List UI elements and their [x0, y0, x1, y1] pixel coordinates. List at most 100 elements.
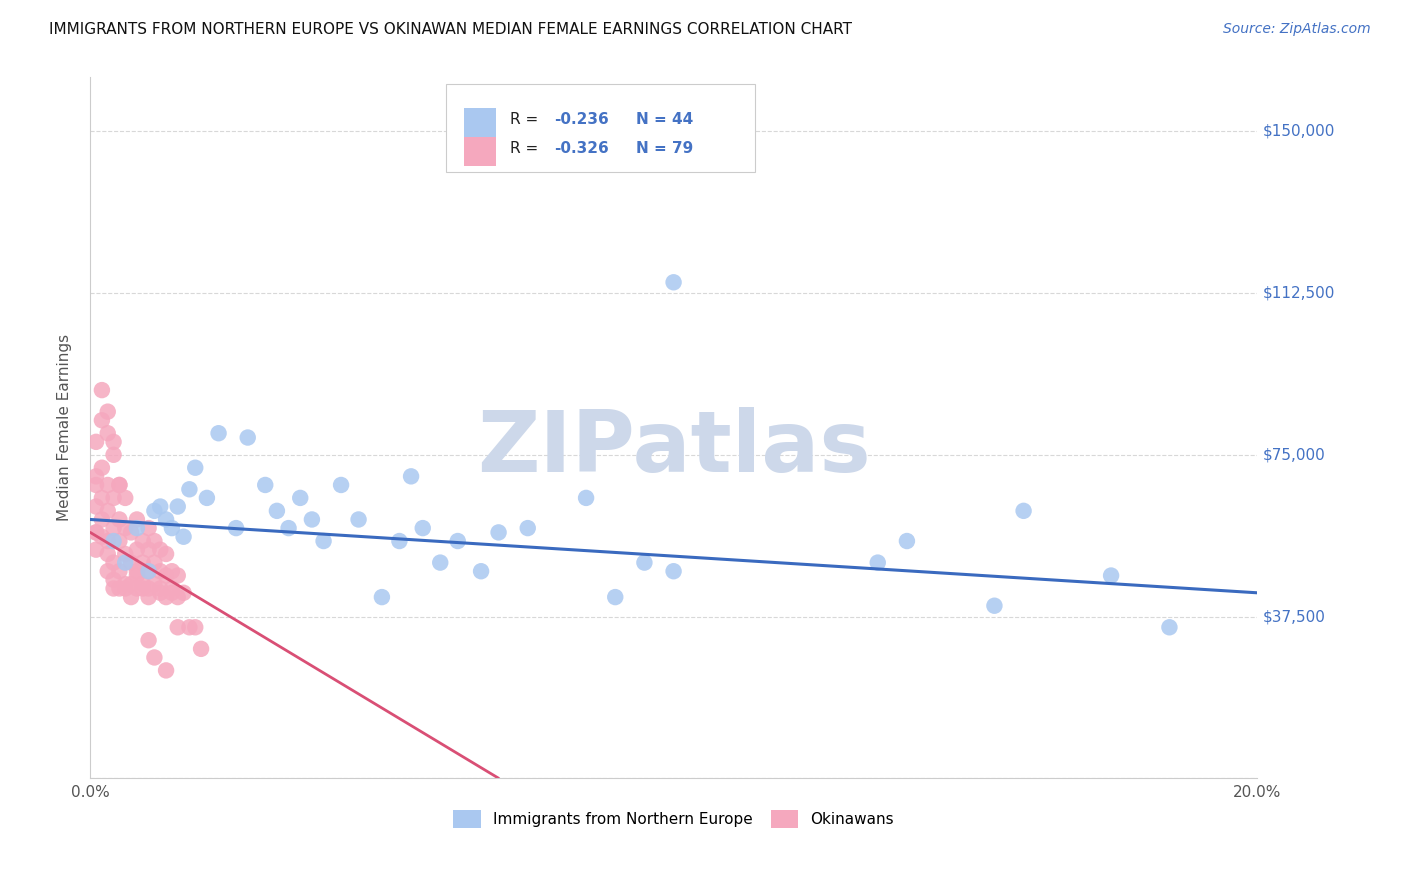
Text: Source: ZipAtlas.com: Source: ZipAtlas.com	[1223, 22, 1371, 37]
Point	[662, 564, 685, 578]
Point	[114, 556, 136, 570]
Point	[155, 547, 177, 561]
Point	[90, 491, 112, 505]
Point	[190, 641, 212, 656]
Point	[149, 582, 172, 596]
Point	[103, 573, 125, 587]
Point	[138, 633, 160, 648]
Point	[120, 556, 142, 570]
Point	[103, 556, 125, 570]
Point	[143, 534, 166, 549]
Point	[236, 431, 259, 445]
Point	[277, 521, 299, 535]
Point	[143, 556, 166, 570]
Point	[84, 525, 107, 540]
Point	[97, 478, 120, 492]
Point	[90, 383, 112, 397]
Point	[866, 556, 889, 570]
Point	[896, 534, 918, 549]
Point	[143, 577, 166, 591]
Point	[429, 556, 451, 570]
Point	[97, 504, 120, 518]
Point	[84, 434, 107, 449]
Point	[132, 534, 155, 549]
Point	[143, 650, 166, 665]
FancyBboxPatch shape	[446, 85, 755, 172]
Point	[488, 525, 510, 540]
Point	[132, 582, 155, 596]
Point	[312, 534, 335, 549]
Point	[184, 620, 207, 634]
Point	[138, 582, 160, 596]
Point	[90, 460, 112, 475]
Point	[983, 599, 1005, 613]
Point	[84, 542, 107, 557]
Point	[149, 564, 172, 578]
Point	[447, 534, 470, 549]
Point	[166, 590, 188, 604]
Point	[266, 504, 288, 518]
Point	[179, 620, 201, 634]
Point	[290, 491, 312, 505]
Text: N = 44: N = 44	[637, 112, 693, 127]
Point	[97, 547, 120, 561]
Point	[84, 469, 107, 483]
Text: $37,500: $37,500	[1263, 609, 1326, 624]
Point	[184, 460, 207, 475]
Point	[633, 556, 655, 570]
Point	[114, 582, 136, 596]
Text: N = 79: N = 79	[637, 142, 693, 156]
Point	[149, 586, 172, 600]
Point	[108, 582, 131, 596]
Text: R =: R =	[510, 112, 543, 127]
Y-axis label: Median Female Earnings: Median Female Earnings	[58, 334, 72, 522]
Point	[160, 586, 183, 600]
Point	[138, 564, 160, 578]
Point	[166, 500, 188, 514]
Point	[90, 512, 112, 526]
Point	[347, 512, 370, 526]
Point	[90, 413, 112, 427]
Point	[103, 448, 125, 462]
Point	[125, 542, 148, 557]
Point	[1012, 504, 1035, 518]
Point	[125, 568, 148, 582]
Text: $150,000: $150,000	[1263, 124, 1336, 139]
Point	[662, 275, 685, 289]
Point	[160, 582, 183, 596]
Point	[108, 564, 131, 578]
Point	[84, 478, 107, 492]
Point	[120, 525, 142, 540]
Point	[103, 434, 125, 449]
Text: R =: R =	[510, 142, 543, 156]
Point	[160, 564, 183, 578]
Point	[207, 426, 229, 441]
Point	[155, 568, 177, 582]
Point	[120, 577, 142, 591]
Point	[516, 521, 538, 535]
Point	[84, 500, 107, 514]
Point	[173, 530, 195, 544]
Point	[470, 564, 492, 578]
Point	[143, 504, 166, 518]
Point	[195, 491, 218, 505]
Point	[138, 542, 160, 557]
Point	[114, 521, 136, 535]
Point	[149, 542, 172, 557]
Point	[114, 547, 136, 561]
Point	[97, 534, 120, 549]
FancyBboxPatch shape	[464, 137, 496, 167]
Point	[108, 478, 131, 492]
Point	[103, 491, 125, 505]
Point	[155, 512, 177, 526]
Point	[138, 521, 160, 535]
Point	[103, 521, 125, 535]
Point	[103, 582, 125, 596]
Point	[1099, 568, 1122, 582]
Point	[138, 590, 160, 604]
Point	[97, 405, 120, 419]
Point	[254, 478, 277, 492]
Point	[330, 478, 353, 492]
Point	[155, 590, 177, 604]
Point	[90, 530, 112, 544]
